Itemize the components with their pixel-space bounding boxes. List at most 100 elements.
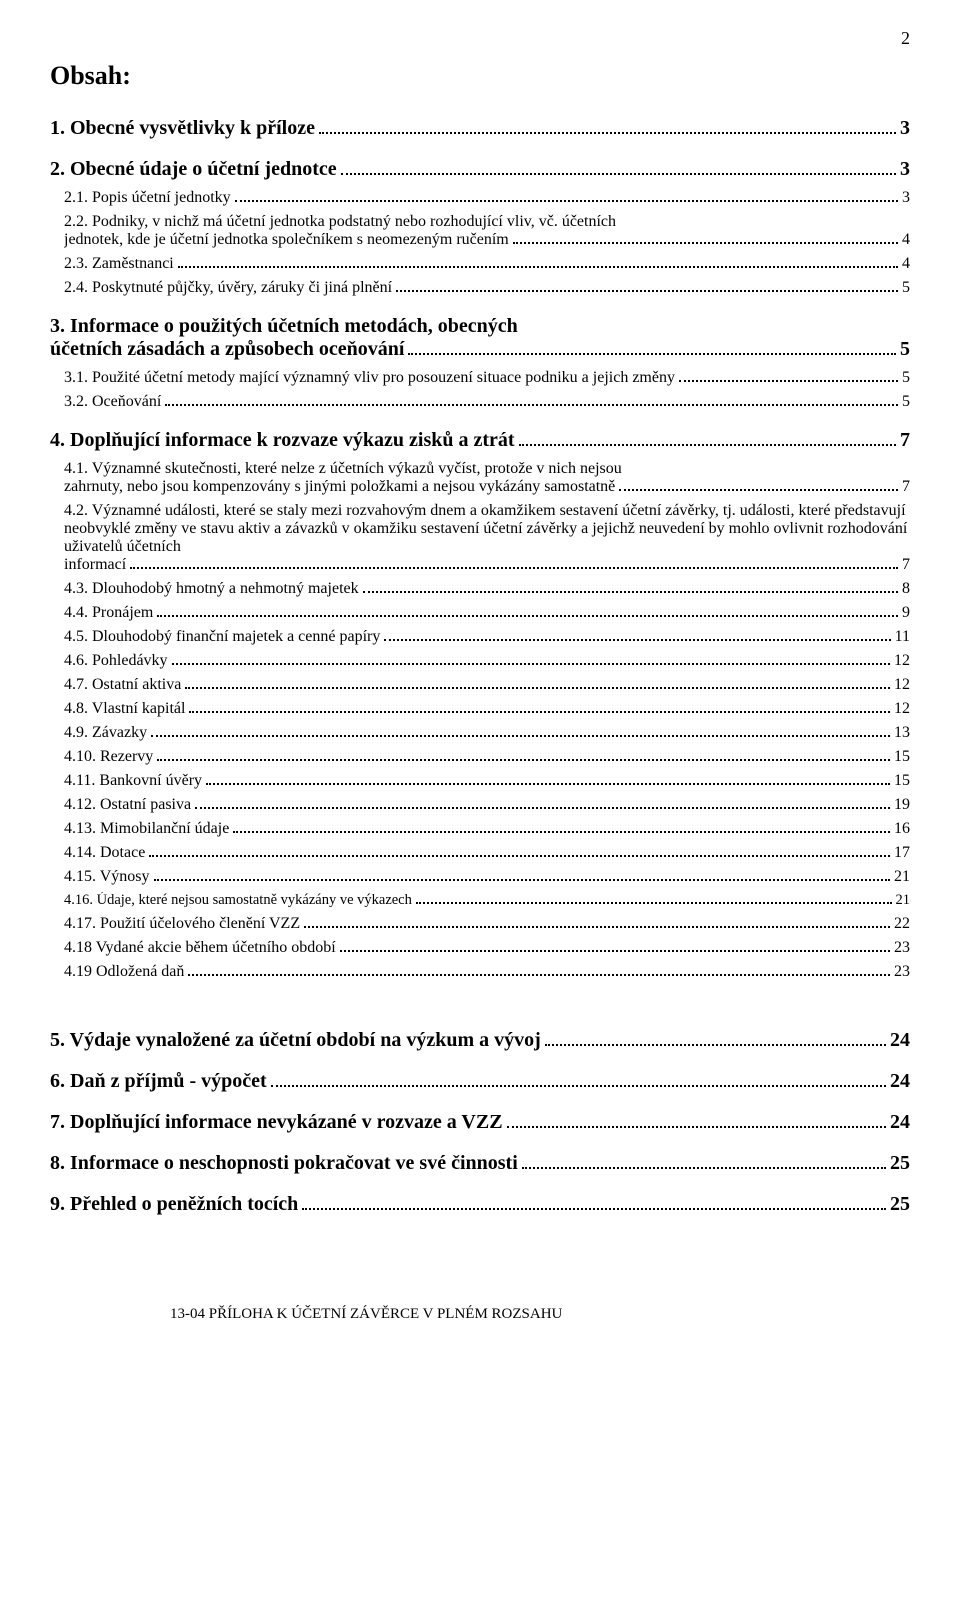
toc-entry-label: 4.11. Bankovní úvěry: [64, 772, 202, 790]
toc-leader-dots: [619, 478, 898, 491]
toc-entry-row: jednotek, kde je účetní jednotka společn…: [64, 231, 910, 249]
page-footer: 13-04 PŘÍLOHA K ÚČETNÍ ZÁVĚRCE V PLNÉM R…: [50, 1306, 910, 1323]
toc-entry-page: 8: [902, 580, 910, 598]
toc-entry-page: 12: [894, 652, 910, 670]
toc-entry: 2.2. Podniky, v nichž má účetní jednotka…: [50, 213, 910, 249]
toc-entry-label: 4.13. Mimobilanční údaje: [64, 820, 229, 838]
toc-entry-label: informací: [64, 556, 126, 574]
toc-entry: 2. Obecné údaje o účetní jednotce 3: [50, 158, 910, 181]
toc-entry-label: 9. Přehled o peněžních tocích: [50, 1193, 298, 1216]
toc-leader-dots: [195, 796, 890, 809]
toc-leader-dots: [154, 868, 891, 881]
toc-leader-dots: [513, 231, 898, 244]
toc-entry-label: 2. Obecné údaje o účetní jednotce: [50, 158, 337, 181]
toc-entry: 4.7. Ostatní aktiva12: [50, 676, 910, 694]
toc-entry-page: 5: [902, 279, 910, 297]
toc-entry-page: 21: [896, 892, 911, 909]
toc-leader-dots: [271, 1071, 886, 1087]
toc-leader-dots: [363, 580, 898, 593]
toc-leader-dots: [233, 820, 890, 833]
toc-entry: 4.9. Závazky13: [50, 724, 910, 742]
toc-entry-page: 23: [894, 939, 910, 957]
toc-leader-dots: [165, 393, 898, 406]
toc-entry: 4.2. Významné události, které se staly m…: [50, 502, 910, 574]
toc-entry-label: 4.14. Dotace: [64, 844, 145, 862]
toc-entry-page: 13: [894, 724, 910, 742]
toc-leader-dots: [206, 772, 890, 785]
toc-entry-label: zahrnuty, nebo jsou kompenzovány s jiným…: [64, 478, 615, 496]
toc-leader-dots: [522, 1153, 886, 1169]
toc-entry-row: účetních zásadách a způsobech oceňování5: [50, 338, 910, 361]
toc-entry: 6. Daň z příjmů - výpočet 24: [50, 1070, 910, 1093]
toc-title: Obsah:: [50, 61, 910, 91]
toc-entry-page: 5: [902, 369, 910, 387]
toc-entry: 4.10. Rezervy15: [50, 748, 910, 766]
toc-leader-dots: [519, 430, 896, 446]
toc-entry: 4.16. Údaje, které nejsou samostatně vyk…: [50, 892, 910, 909]
toc-entry-label: 4.16. Údaje, které nejsou samostatně vyk…: [64, 892, 412, 909]
toc-entry-label: jednotek, kde je účetní jednotka společn…: [64, 231, 509, 249]
toc-entry: 4.12. Ostatní pasiva19: [50, 796, 910, 814]
toc-entry-label: 4.19 Odložená daň: [64, 963, 184, 981]
toc-entry-page: 25: [890, 1152, 910, 1175]
toc-entry-label: 3.1. Použité účetní metody mající význam…: [64, 369, 675, 387]
toc-leader-dots: [157, 604, 898, 617]
toc-entry-label: 4.15. Výnosy: [64, 868, 150, 886]
toc-leader-dots: [235, 189, 898, 202]
toc-leader-dots: [178, 255, 898, 268]
toc-entry-page: 11: [895, 628, 910, 646]
toc-entry: 4.18 Vydané akcie během účetního období2…: [50, 939, 910, 957]
toc-entry: 4.15. Výnosy21: [50, 868, 910, 886]
toc-entry: 4.19 Odložená daň 23: [50, 963, 910, 981]
toc-entry-page: 24: [890, 1111, 910, 1134]
toc-entry: 1. Obecné vysvětlivky k příloze3: [50, 117, 910, 140]
toc-entry: 8. Informace o neschopnosti pokračovat v…: [50, 1152, 910, 1175]
toc-leader-dots: [341, 159, 896, 175]
toc-entry-page: 24: [890, 1070, 910, 1093]
toc-leader-dots: [384, 628, 890, 641]
toc-leader-dots: [545, 1030, 886, 1046]
toc-entry-label: 4.5. Dlouhodobý finanční majetek a cenné…: [64, 628, 380, 646]
toc-entry-page: 17: [894, 844, 910, 862]
toc-entry-label: 4.12. Ostatní pasiva: [64, 796, 191, 814]
toc-entry-row: informací7: [64, 556, 910, 574]
toc-entry-page: 9: [902, 604, 910, 622]
toc-entry: 2.4. Poskytnuté půjčky, úvěry, záruky či…: [50, 279, 910, 297]
toc-entry-label: 6. Daň z příjmů - výpočet: [50, 1070, 267, 1093]
toc-entry-page: 16: [894, 820, 910, 838]
toc-entry-page: 12: [894, 700, 910, 718]
toc-leader-dots: [340, 939, 890, 952]
toc-entry-page: 23: [894, 963, 910, 981]
toc-entry-page: 15: [894, 748, 910, 766]
toc-entry-page: 3: [900, 158, 910, 181]
toc-entry: 3.2. Oceňování5: [50, 393, 910, 411]
toc-entry-page: 3: [902, 189, 910, 207]
toc-entry: 4.11. Bankovní úvěry15: [50, 772, 910, 790]
toc-leader-dots: [396, 279, 898, 292]
toc-entry: 7. Doplňující informace nevykázané v roz…: [50, 1111, 910, 1134]
toc-entry: 3.1. Použité účetní metody mající význam…: [50, 369, 910, 387]
toc-entry-page: 4: [902, 231, 910, 249]
toc-entry-page: 22: [894, 915, 910, 933]
toc-entry: 2.3. Zaměstnanci4: [50, 255, 910, 273]
toc-entry-label: 2.1. Popis účetní jednotky: [64, 189, 231, 207]
toc-entry-label: 4.6. Pohledávky: [64, 652, 168, 670]
toc-spacer: [50, 987, 910, 1011]
toc-entry-page: 7: [900, 429, 910, 452]
toc-entry: 4.4. Pronájem9: [50, 604, 910, 622]
toc-leader-dots: [130, 556, 898, 569]
toc-entry: 4.5. Dlouhodobý finanční majetek a cenné…: [50, 628, 910, 646]
toc-leader-dots: [507, 1112, 886, 1128]
toc-entry: 4.8. Vlastní kapitál12: [50, 700, 910, 718]
toc-entry: 2.1. Popis účetní jednotky 3: [50, 189, 910, 207]
toc-entry-label: účetních zásadách a způsobech oceňování: [50, 338, 404, 361]
toc-entry-page: 7: [902, 478, 910, 496]
toc-leader-dots: [319, 118, 896, 134]
toc-entry: 9. Přehled o peněžních tocích25: [50, 1193, 910, 1216]
toc-entry-label: 4.17. Použití účelového členění VZZ: [64, 915, 300, 933]
toc-leader-dots: [416, 892, 892, 904]
toc-entry-page: 3: [900, 117, 910, 140]
toc-leader-dots: [149, 844, 890, 857]
toc-leader-dots: [304, 915, 890, 928]
toc-entry: 4.17. Použití účelového členění VZZ 22: [50, 915, 910, 933]
